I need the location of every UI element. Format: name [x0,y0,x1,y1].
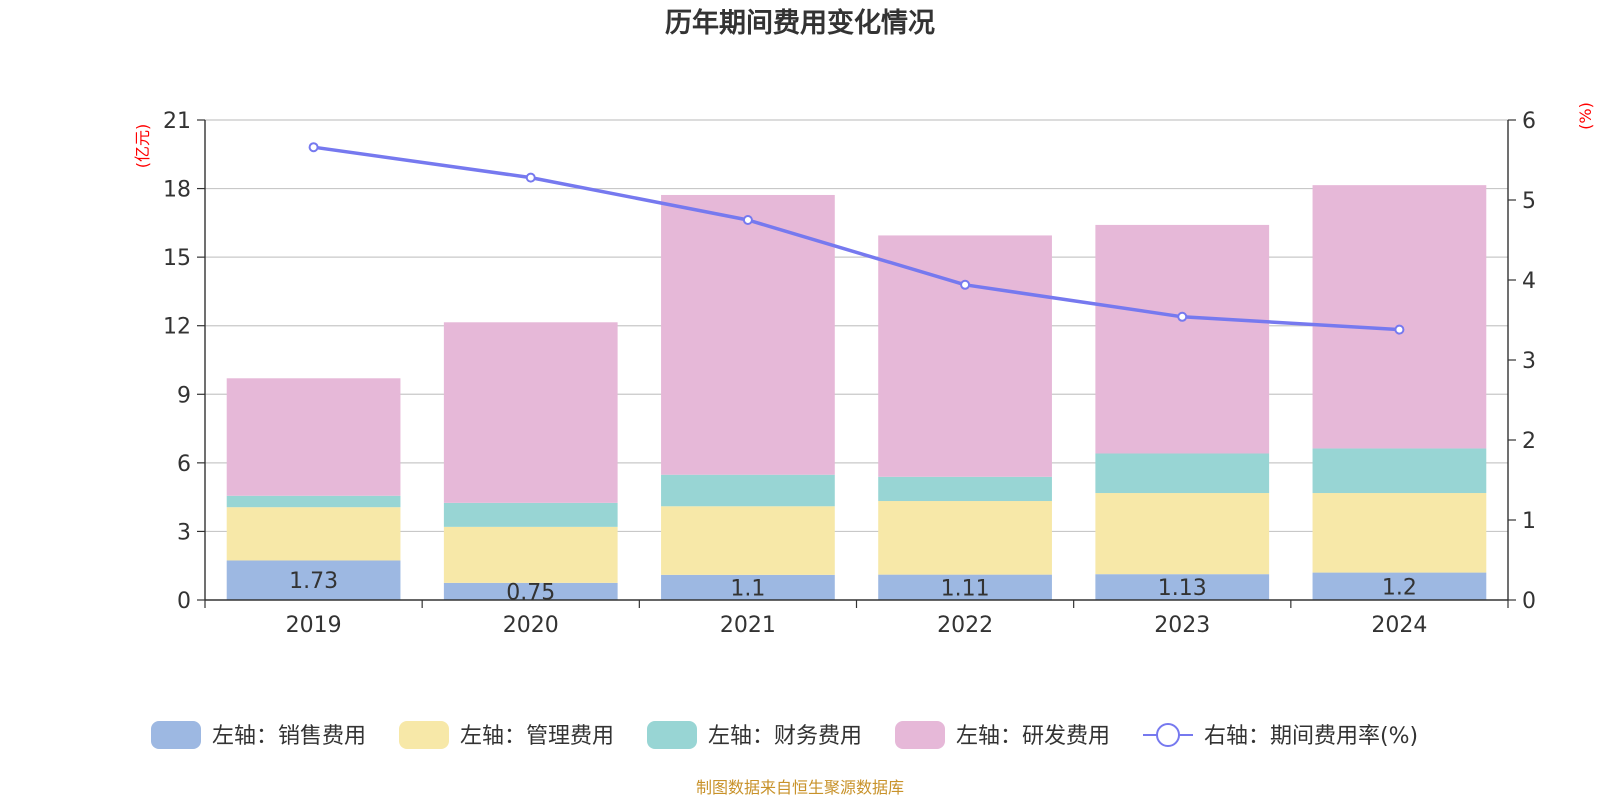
x-axis-tick-label: 2021 [720,613,776,638]
legend: 左轴：销售费用 左轴：管理费用 左轴：财务费用 左轴：研发费用 右轴：期间费用率(%) [151,721,1418,749]
legend-marker [1156,723,1180,747]
left-axis-tick-label: 6 [177,452,191,477]
legend-item[interactable]: 右轴：期间费用率(%) [1143,723,1418,749]
bar-segment [661,574,835,600]
grid-lines [205,119,1508,533]
x-axis-tick-label: 2023 [1154,613,1210,638]
legend-item[interactable]: 左轴：财务费用 [647,721,862,749]
legend-label: 左轴：管理费用 [460,724,614,749]
right-axis-unit: (%) [1576,102,1595,130]
legend-label: 左轴：销售费用 [212,724,366,749]
bar-segment [661,194,835,475]
bar-segment [878,476,1052,502]
rate-point [960,279,971,290]
legend-item[interactable]: 左轴：研发费用 [895,721,1110,749]
bar-data-label: 1.13 [1158,576,1207,601]
bar-data-label: 0.75 [506,580,555,605]
left-axis-tick-label: 0 [177,589,191,614]
bar-data-labels: 1.73 0.75 1.1 1.11 1.13 1.2 [289,569,1417,605]
bar-segment [226,560,401,600]
legend-item[interactable]: 左轴：管理费用 [399,721,614,749]
right-axis-tick-label: 1 [1522,509,1536,534]
left-axis-tick-label: 3 [177,520,191,545]
legend-label: 左轴：研发费用 [956,724,1110,749]
rate-point [525,172,536,183]
legend-swatch [399,721,449,749]
right-axis-tick-label: 2 [1522,429,1536,454]
bar-data-label: 1.1 [730,576,765,601]
rate-line [313,145,1400,332]
left-axis-unit: (亿元) [133,124,152,169]
bar-segment [226,507,401,561]
bar-segment [878,501,1052,575]
rate-point [1177,311,1188,322]
bar-segment [443,502,618,527]
bar-segment [443,526,618,583]
chart-title: 历年期间费用变化情况 [665,7,935,39]
right-axis-tick-label: 3 [1522,349,1536,374]
left-axis-tick-label: 21 [163,109,191,134]
source-note: 制图数据来自恒生聚源数据库 [696,778,904,797]
bar-segment [1095,574,1270,600]
legend-label: 右轴：期间费用率(%) [1204,724,1418,749]
bar-series [226,185,1487,600]
right-axis-tick-label: 0 [1522,589,1536,614]
right-axis-tick-label: 5 [1522,189,1536,214]
left-axis-tick-label: 15 [163,246,191,271]
bar-segment [878,574,1052,600]
legend-swatch [151,721,201,749]
bar-data-label: 1.73 [289,569,338,594]
bar-data-label: 1.11 [941,576,990,601]
bar-segment [1095,493,1270,575]
bar-segment [1095,453,1270,494]
legend-item[interactable]: 左轴：销售费用 [151,721,366,749]
x-axis-tick-label: 2022 [937,613,993,638]
bar-segment [661,506,835,575]
bar-segment [443,582,618,600]
rate-line-series [308,142,1405,335]
bar-segment [1312,493,1487,573]
bar-segment [226,378,401,496]
rate-point [308,142,319,153]
bar-segment [1312,448,1487,494]
bar-data-label: 1.2 [1382,575,1417,600]
right-axis-tick-label: 4 [1522,269,1536,294]
legend-swatch [895,721,945,749]
x-axis-tick-label: 2024 [1371,613,1427,638]
bar-segment [1095,224,1270,454]
legend-label: 左轴：财务费用 [708,724,862,749]
bar-segment [661,474,835,507]
left-axis-tick-label: 9 [177,383,191,408]
rate-point [742,215,753,225]
left-axis-tick-label: 18 [163,178,191,203]
bar-segment [226,495,401,508]
rate-point [1394,324,1405,335]
bar-segment [1312,572,1487,600]
left-axis-tick-label: 12 [163,315,191,340]
bar-segment [443,322,618,503]
bar-segment [1312,185,1487,449]
x-axis-tick-label: 2020 [503,613,559,638]
bar-segment [878,235,1052,477]
right-axis-tick-label: 6 [1522,109,1536,134]
legend-swatch [647,721,697,749]
x-axis-tick-label: 2019 [286,613,342,638]
